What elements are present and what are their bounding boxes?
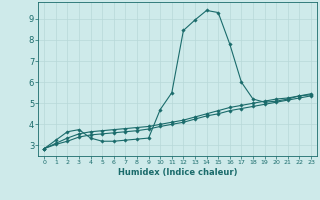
X-axis label: Humidex (Indice chaleur): Humidex (Indice chaleur): [118, 168, 237, 177]
